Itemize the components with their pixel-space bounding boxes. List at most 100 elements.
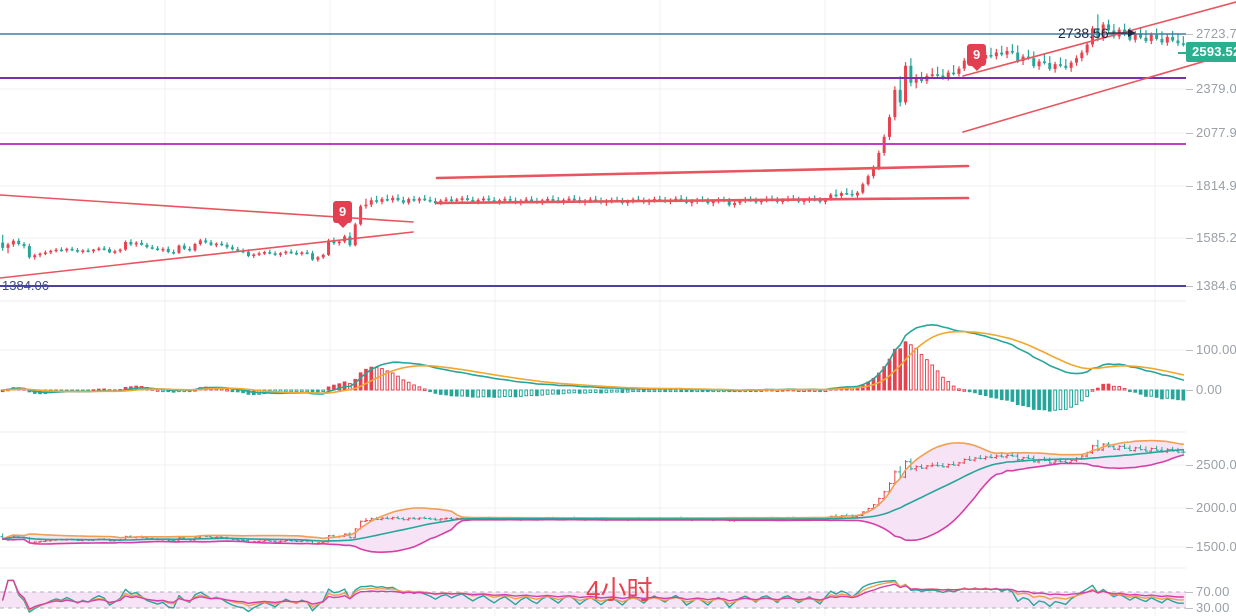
macd-histogram-bar — [1010, 389, 1015, 402]
macd-histogram-bar — [364, 368, 368, 391]
trendline-channel-lower[interactable] — [962, 51, 1236, 133]
macd-histogram-bar — [401, 379, 406, 391]
price-axis-label: 1585.26 — [1196, 230, 1236, 245]
candle-body — [433, 201, 437, 204]
macd-histogram-bar — [903, 341, 908, 391]
macd-histogram-bar — [1069, 389, 1073, 408]
candle-body — [1091, 28, 1095, 45]
macd-histogram-bar — [609, 389, 614, 393]
candle-body — [140, 242, 144, 245]
macd-histogram-bar — [300, 389, 304, 393]
macd-histogram-bar — [161, 389, 165, 393]
macd-histogram-bar — [449, 389, 454, 397]
macd-histogram-bar — [1063, 389, 1068, 410]
candle-body — [375, 200, 379, 202]
macd-histogram-bar — [1053, 389, 1057, 411]
candle-body — [156, 248, 160, 251]
macd-histogram-bar — [1037, 389, 1041, 411]
macd-dea-line — [1, 330, 1185, 394]
candle-body — [524, 199, 528, 202]
td-marker-9[interactable]: 9 — [967, 44, 987, 71]
candle-body — [348, 236, 352, 246]
macd-histogram-bar — [417, 386, 422, 391]
macd-histogram-bar — [529, 389, 534, 397]
candle-body — [508, 199, 512, 201]
candle-body — [1, 242, 5, 248]
macd-histogram-bar — [583, 389, 587, 394]
candle-body — [252, 254, 256, 257]
trendline-wedge-lower[interactable] — [0, 231, 414, 279]
macd-histogram-bar — [1031, 389, 1036, 410]
trendline-range-bottom[interactable] — [435, 196, 970, 205]
left-price-label: 1384.06 — [2, 278, 49, 293]
macd-histogram-bar — [422, 388, 427, 392]
bollinger-band-fill — [2, 440, 1184, 553]
trendline-channel-upper[interactable] — [962, 1, 1236, 77]
macd-histogram-bar — [551, 389, 555, 395]
macd-histogram-bar — [454, 389, 459, 397]
candle-body — [214, 243, 218, 246]
candle-body — [273, 253, 277, 255]
macd-histogram-bar — [1165, 389, 1170, 399]
candle-body — [941, 75, 945, 78]
axis-tick — [1186, 238, 1193, 239]
candle-body — [1026, 56, 1030, 59]
candle-body — [204, 240, 208, 243]
candle-body — [246, 251, 250, 257]
candle-body — [396, 197, 400, 201]
candle-body — [1010, 50, 1014, 53]
macd-histogram-bar — [540, 389, 545, 396]
candle-body — [1176, 40, 1180, 44]
candle-body — [59, 249, 63, 252]
macd-histogram-bar — [962, 389, 967, 392]
macd-histogram-bar — [465, 389, 470, 397]
candle-body — [161, 248, 165, 251]
price-axis-label: 2723.78 — [1196, 26, 1236, 41]
candle-body — [22, 244, 26, 247]
macd-histogram-bar — [914, 347, 919, 391]
bollinger-upper-line — [1, 439, 1185, 540]
macd-histogram-bar — [1117, 386, 1122, 391]
candle-body — [829, 194, 833, 200]
macd-histogram-bar — [524, 389, 529, 397]
macd-histogram-bar — [1170, 389, 1175, 400]
candle-body — [268, 252, 272, 254]
macd-histogram-bar — [1112, 385, 1116, 391]
td-marker-9[interactable]: 9 — [333, 201, 353, 228]
macd-histogram-bar — [1015, 389, 1020, 406]
candle-body — [920, 77, 924, 82]
candle-body — [193, 244, 197, 251]
macd-histogram-bar — [935, 370, 940, 391]
grid-lines — [0, 0, 1186, 616]
candle-body — [449, 199, 453, 202]
candle-body — [1149, 34, 1153, 41]
candle-body — [1053, 64, 1057, 70]
macd-histogram-bar — [599, 389, 603, 394]
candle-body — [861, 184, 865, 193]
macd-histogram-bar — [1176, 389, 1180, 401]
candle-body — [1000, 52, 1004, 55]
current-price-badge[interactable]: 2593.52 — [1186, 42, 1236, 62]
macd-histogram-bar — [657, 389, 662, 393]
macd-axis-label: 100.00 — [1196, 342, 1236, 357]
macd-histogram-bar — [155, 389, 160, 392]
macd-histogram-bar — [930, 364, 935, 391]
candle-body — [33, 255, 37, 258]
axis-tick — [1186, 34, 1193, 35]
trendline-range-top[interactable] — [435, 164, 970, 180]
candle-body — [236, 249, 240, 251]
macd-histogram-bar — [412, 384, 416, 391]
macd-histogram-bar — [1106, 383, 1111, 391]
axis-tick — [1186, 89, 1193, 90]
candle-body — [1128, 34, 1132, 40]
candle-body — [65, 248, 69, 251]
candle-body — [1069, 62, 1073, 68]
candle-body — [118, 249, 122, 252]
candle-body — [230, 247, 234, 250]
candle-body — [1032, 58, 1036, 67]
candle-body — [359, 206, 363, 225]
macd-histogram-bar — [641, 389, 646, 393]
candle-body — [1107, 24, 1111, 31]
candle-body — [257, 253, 261, 255]
